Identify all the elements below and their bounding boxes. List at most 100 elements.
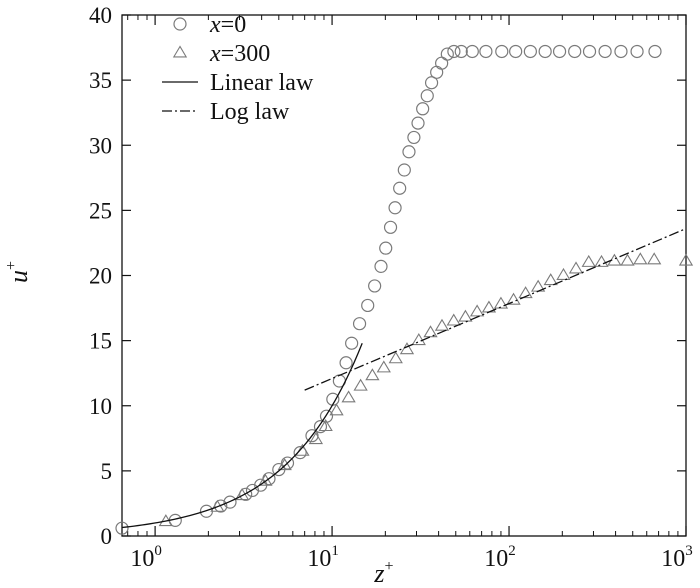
- data-point-triangle: [277, 458, 292, 471]
- data-point-circle: [568, 44, 582, 59]
- series-1: [115, 44, 662, 535]
- data-point-circle: [648, 44, 662, 59]
- data-point-circle: [339, 356, 353, 370]
- legend-label: Linear law: [210, 70, 314, 96]
- y-tick-label: 40: [89, 3, 112, 28]
- x-tick-label-exp: 1: [331, 543, 339, 559]
- x-tick-label: 101: [307, 543, 339, 572]
- data-point-triangle: [620, 253, 635, 266]
- y-tick-label: 10: [89, 394, 112, 419]
- legend-entry-3: Linear law: [162, 70, 314, 96]
- data-point-triangle: [594, 254, 609, 267]
- data-point-circle: [582, 44, 597, 59]
- data-point-triangle: [543, 273, 558, 286]
- data-point-circle: [374, 259, 388, 273]
- y-tick-label: 5: [101, 459, 113, 484]
- x-tick-label: 102: [484, 543, 516, 572]
- series-3: [121, 342, 363, 529]
- data-point-circle: [465, 44, 479, 59]
- x-tick-label: 100: [130, 543, 162, 572]
- legend-marker-circle: [173, 17, 187, 31]
- x-axis-label: z+: [373, 558, 393, 588]
- data-point-triangle: [647, 252, 662, 265]
- data-point-triangle: [556, 267, 571, 280]
- data-point-circle: [509, 44, 523, 59]
- plot-area: [115, 44, 694, 535]
- data-point-triangle: [568, 261, 584, 274]
- y-axis-label-sup: +: [3, 261, 20, 270]
- legend-label: Log law: [210, 99, 290, 125]
- data-point-circle: [495, 44, 509, 59]
- data-point-triangle: [607, 253, 622, 266]
- axes-frame: [121, 14, 687, 537]
- y-tick-label: 20: [89, 264, 112, 289]
- data-point-triangle: [446, 313, 461, 326]
- x-tick-label-base: 10: [484, 546, 508, 572]
- data-point-circle: [420, 89, 434, 103]
- data-point-triangle: [506, 292, 521, 305]
- data-point-triangle: [399, 342, 415, 355]
- data-point-triangle: [318, 419, 333, 432]
- y-tick-label: 15: [89, 329, 112, 354]
- data-point-circle: [293, 446, 307, 460]
- y-tick-label: 25: [89, 198, 112, 223]
- data-point-triangle: [469, 304, 485, 317]
- legend-entry-1: x=0: [173, 12, 247, 38]
- log-law-line: [304, 228, 687, 391]
- data-point-triangle: [365, 368, 380, 381]
- data-point-circle: [552, 44, 567, 59]
- data-point-circle: [614, 44, 628, 59]
- data-point-circle: [368, 279, 382, 293]
- data-point-circle: [454, 44, 468, 59]
- data-point-circle: [345, 336, 359, 350]
- data-point-circle: [352, 317, 367, 331]
- x-axis: 100 101 102 103: [127, 15, 693, 572]
- y-tick-label: 30: [89, 133, 112, 158]
- data-point-triangle: [388, 351, 403, 364]
- legend-label-rest: =300: [221, 41, 271, 67]
- legend-label-var: x: [209, 41, 221, 67]
- data-point-circle: [313, 419, 328, 434]
- data-point-triangle: [633, 252, 648, 265]
- data-point-circle: [411, 116, 425, 130]
- data-point-circle: [388, 201, 402, 215]
- data-point-triangle: [458, 309, 473, 322]
- x-tick-label-base: 10: [307, 546, 331, 572]
- data-point-triangle: [329, 403, 344, 416]
- data-point-circle: [523, 44, 537, 59]
- x-tick-label-exp: 0: [154, 543, 162, 559]
- data-point-triangle: [581, 254, 596, 267]
- data-point-circle: [440, 47, 454, 61]
- x-axis-label-sup: +: [385, 558, 394, 575]
- series-4: [304, 228, 687, 391]
- legend-label-var: x: [209, 12, 221, 38]
- data-point-circle: [479, 44, 493, 59]
- data-point-triangle: [493, 296, 509, 309]
- data-point-triangle: [678, 253, 694, 266]
- data-point-circle: [430, 65, 444, 79]
- data-point-circle: [598, 44, 612, 59]
- data-point-triangle: [423, 325, 438, 338]
- legend-entry-4: Log law: [162, 99, 290, 125]
- data-point-triangle: [376, 360, 391, 373]
- data-point-circle: [115, 521, 129, 535]
- data-point-triangle: [518, 286, 533, 299]
- plot-frame: [121, 14, 687, 537]
- data-point-triangle: [353, 378, 368, 391]
- linear-law-line: [121, 342, 363, 529]
- data-point-triangle: [258, 473, 273, 486]
- data-point-circle: [383, 220, 398, 234]
- data-point-circle: [402, 145, 416, 159]
- legend-marker-triangle: [172, 45, 188, 58]
- data-point-circle: [447, 44, 461, 59]
- y-axis-label-var: u: [4, 270, 33, 283]
- x-tick-label-base: 10: [130, 546, 154, 572]
- data-point-circle: [361, 298, 375, 313]
- x-tick-label: 103: [661, 543, 693, 572]
- legend-label-rest: =0: [221, 12, 247, 38]
- x-tick-label-exp: 2: [508, 543, 516, 559]
- y-axis: 0 5 10 15 20 25 30 35 40: [89, 3, 686, 549]
- data-point-triangle: [434, 318, 450, 331]
